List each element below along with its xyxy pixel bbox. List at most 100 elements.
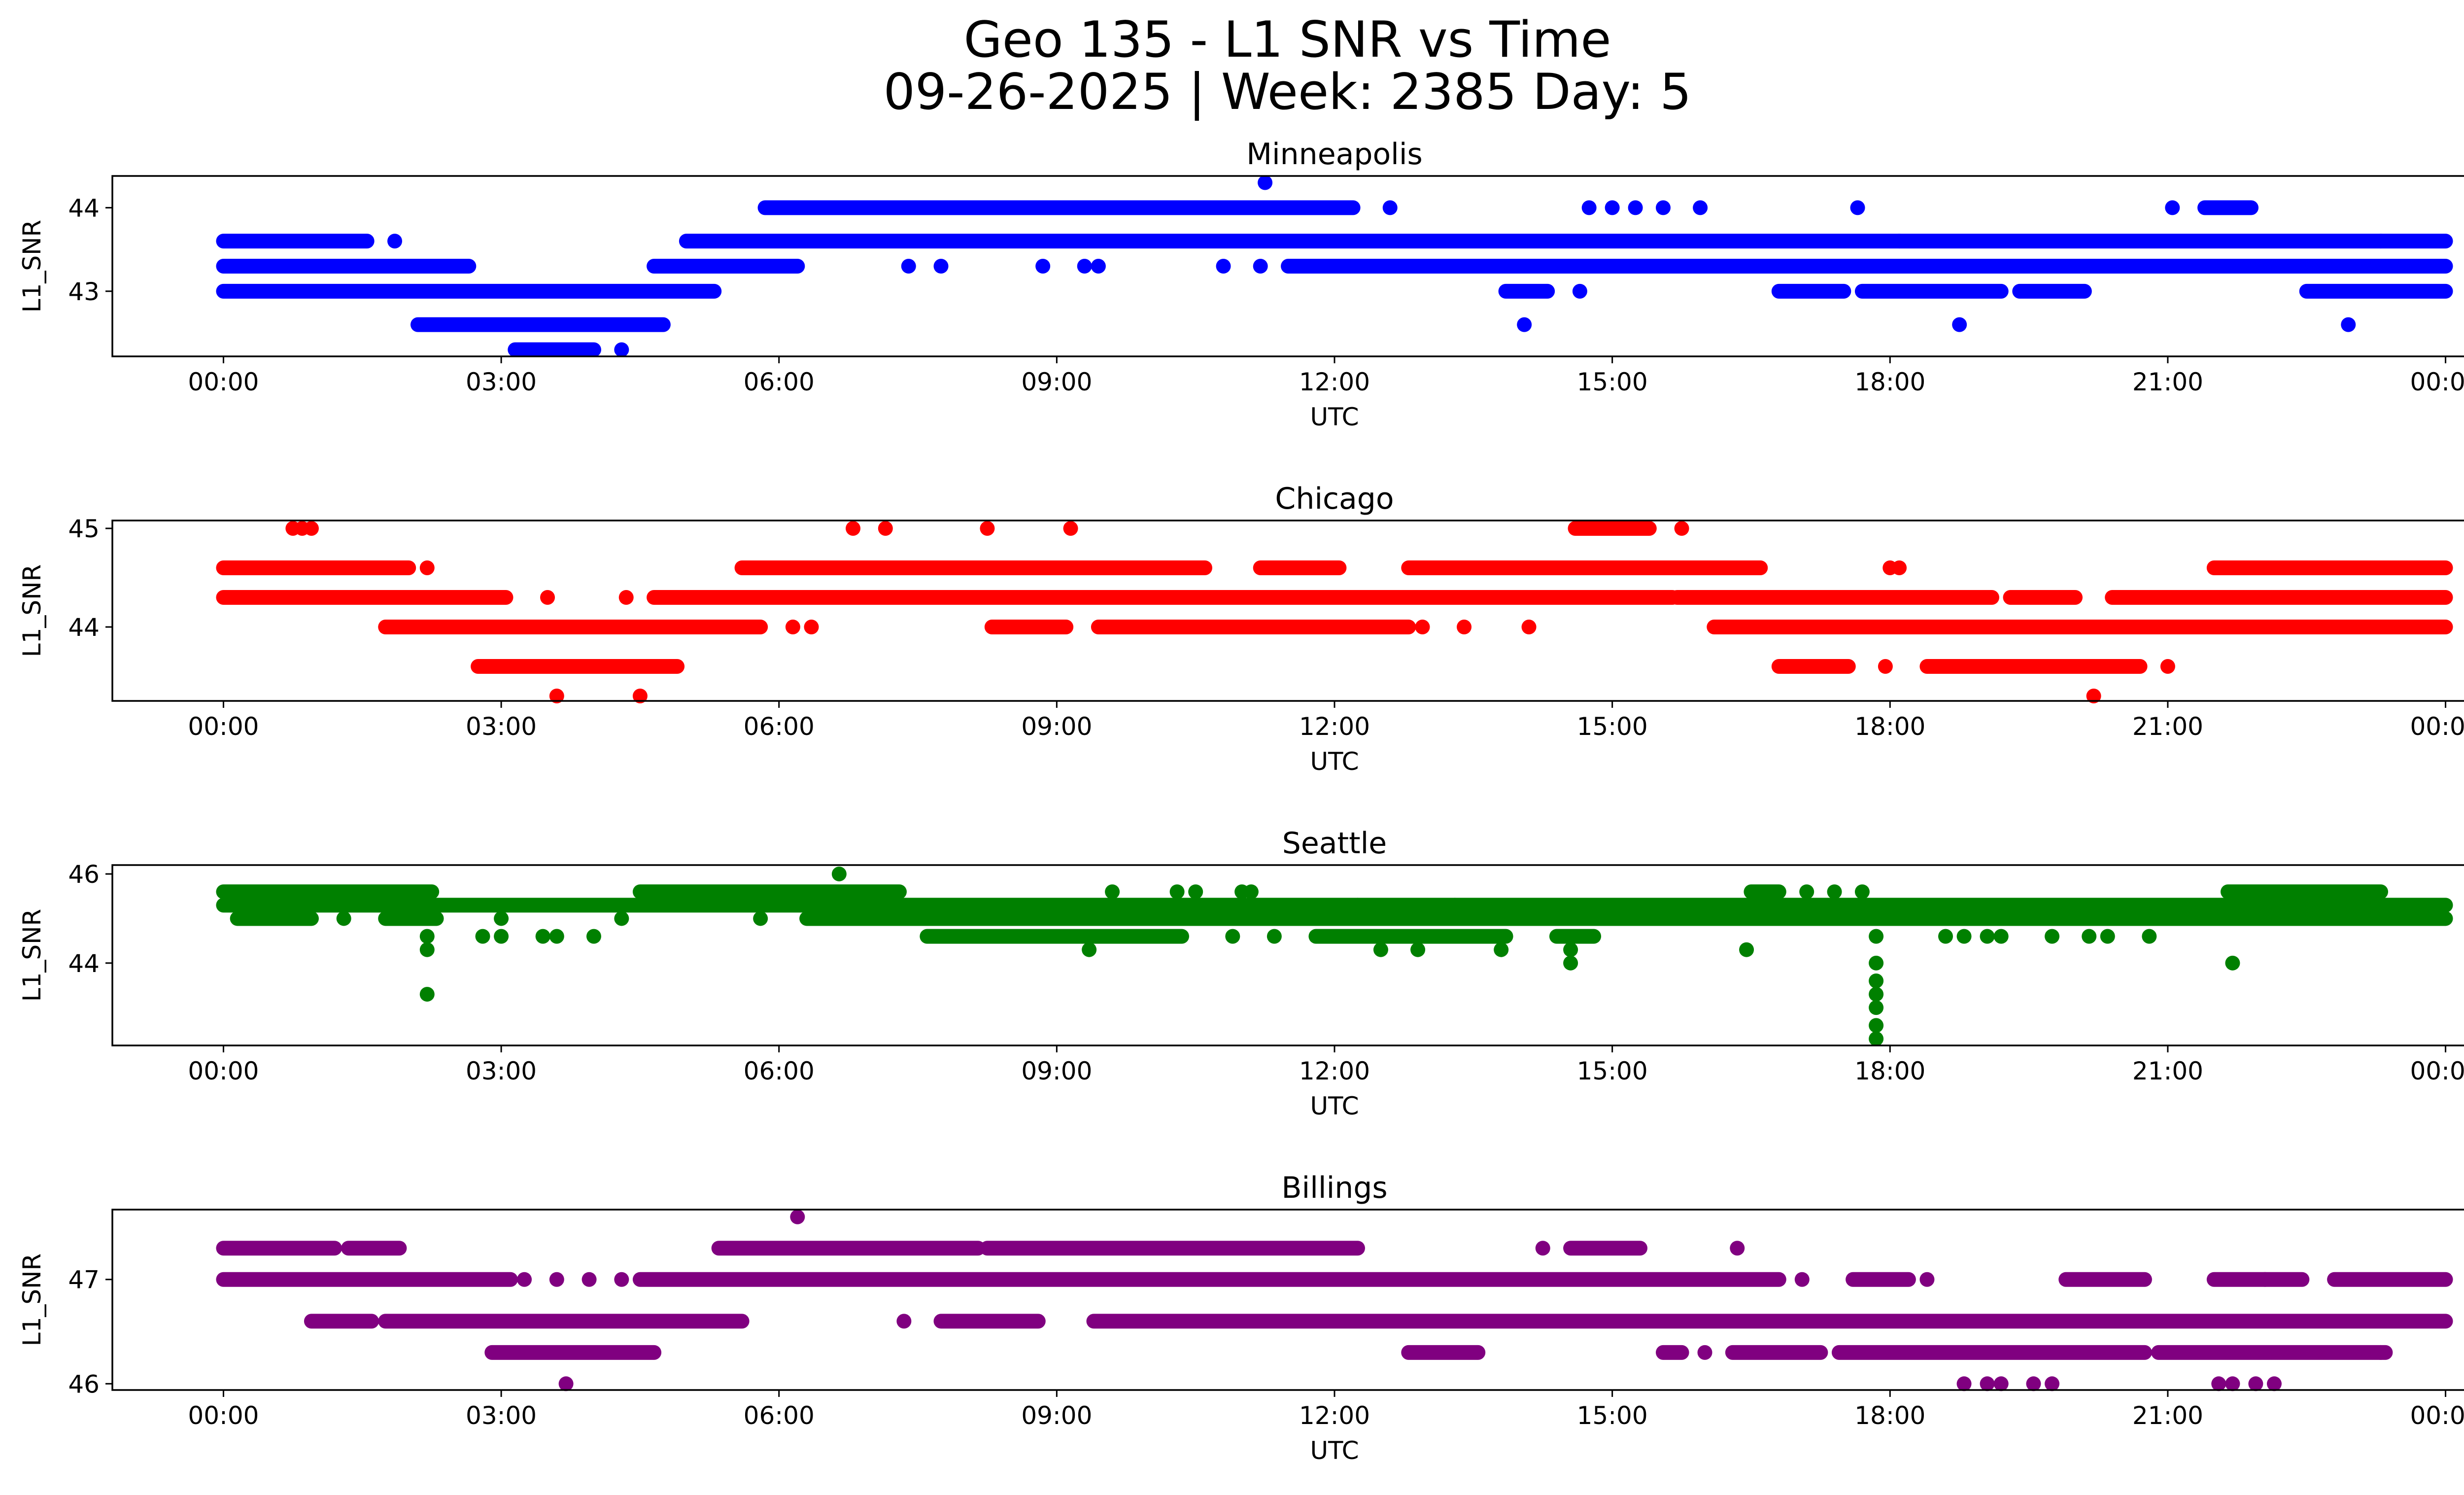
data-points-chicago: [216, 521, 2453, 703]
data-point-seattle: [1447, 898, 1463, 913]
chart-chicago: Chicago 00:00 03:00 06:00 09:00 12:00 15:00 18:…: [18, 482, 2464, 776]
data-point-billings: [2266, 1376, 2282, 1391]
x-tick-label-seattle: 06:00: [744, 1057, 815, 1085]
y-tick-label-seattle: 46: [68, 860, 100, 889]
x-tick-label-chicago: 15:00: [1577, 712, 1648, 741]
data-point-billings: [517, 1272, 532, 1287]
data-point-billings: [582, 1272, 597, 1287]
data-point-seattle: [1563, 942, 1578, 957]
x-tick-label-chicago: 12:00: [1299, 712, 1370, 741]
data-point-minneapolis: [1382, 200, 1398, 215]
data-point-chicago: [980, 521, 995, 536]
data-point-chicago: [1063, 521, 1078, 536]
x-tick-label-seattle: 12:00: [1299, 1057, 1370, 1085]
plot-frame-seattle: [111, 864, 2464, 1046]
data-point-seattle: [419, 987, 435, 1002]
y-tick-label-billings: 46: [68, 1370, 100, 1398]
data-point-minneapolis: [1517, 317, 1532, 332]
data-point-billings: [1919, 1272, 1935, 1287]
data-point-chicago: [1457, 620, 1472, 634]
data-point-minneapolis: [1077, 259, 1092, 274]
chart-title-seattle: Seattle: [1282, 826, 1387, 861]
data-point-minneapolis: [901, 259, 916, 274]
data-point-seattle: [1869, 973, 1884, 988]
data-point-billings: [1730, 1241, 1745, 1256]
y-tick-label-chicago: 45: [68, 515, 100, 543]
data-point-chicago: [618, 590, 634, 605]
y-axis-label-billings: L1_SNR: [18, 1253, 46, 1347]
data-point-seattle: [1980, 929, 1995, 944]
chart-billings: Billings 00:00 03:00 06:00 09:00 12:00 15:00 18…: [18, 1171, 2464, 1465]
data-point-billings: [1697, 1345, 1712, 1360]
data-point-billings: [549, 1272, 564, 1287]
data-point-seattle: [494, 911, 509, 926]
data-point-billings: [2258, 1272, 2273, 1287]
y-axis-label-chicago: L1_SNR: [18, 564, 46, 658]
data-point-minneapolis: [1253, 259, 1268, 274]
data-point-seattle: [2082, 929, 2097, 944]
data-point-chicago: [632, 689, 648, 703]
data-point-chicago: [1943, 590, 1958, 605]
chart-title-minneapolis: Minneapolis: [1246, 137, 1423, 172]
data-point-seattle: [753, 911, 768, 926]
x-tick-label-minneapolis: 00:00: [188, 368, 259, 396]
data-point-seattle: [2142, 929, 2157, 944]
data-point-seattle: [1938, 929, 1953, 944]
plot-frame-chicago: [111, 520, 2464, 702]
data-point-chicago: [419, 560, 435, 575]
x-tick-label-billings: 00:00: [188, 1401, 259, 1430]
x-tick-label-minneapolis: 15:00: [1577, 368, 1648, 396]
x-tick-label-billings: 15:00: [1577, 1401, 1648, 1430]
data-point-billings: [1794, 1272, 1810, 1287]
x-tick-label-chicago: 06:00: [744, 712, 815, 741]
data-point-seattle: [1869, 1000, 1884, 1015]
data-point-seattle: [1410, 942, 1426, 957]
data-points-minneapolis: [216, 175, 2453, 357]
data-point-chicago: [785, 620, 800, 634]
data-point-minneapolis: [933, 259, 949, 274]
data-point-minneapolis: [1216, 259, 1231, 274]
data-point-seattle: [1243, 884, 1259, 900]
data-point-seattle: [1105, 884, 1120, 900]
data-point-seattle: [2225, 955, 2240, 971]
x-tick-label-minneapolis: 09:00: [1021, 368, 1092, 396]
data-point-billings: [614, 1272, 629, 1287]
data-point-seattle: [1854, 884, 1870, 900]
data-point-seattle: [475, 929, 490, 944]
x-tick-label-billings: 09:00: [1021, 1401, 1092, 1430]
x-axis-label-seattle: UTC: [1310, 1092, 1359, 1120]
x-tick-label-billings: 18:00: [1854, 1401, 1925, 1430]
data-point-billings: [1956, 1376, 1972, 1391]
data-point-seattle: [549, 929, 564, 944]
figure-title-line1: Geo 135 - L1 SNR vs Time: [963, 10, 1611, 69]
x-tick-label-seattle: 03:00: [466, 1057, 537, 1085]
x-axis-label-minneapolis: UTC: [1310, 403, 1359, 431]
data-point-chicago: [540, 590, 555, 605]
data-point-chicago: [804, 620, 819, 634]
data-point-billings: [2373, 1345, 2389, 1360]
data-point-minneapolis: [2373, 234, 2389, 249]
x-tick-label-minneapolis: 03:00: [466, 368, 537, 396]
y-tick-label-billings: 47: [68, 1266, 100, 1294]
data-point-minneapolis: [1952, 317, 1967, 332]
x-tick-label-seattle: 21:00: [2132, 1057, 2203, 1085]
y-tick-label-minneapolis: 43: [68, 278, 100, 306]
data-point-seattle: [1869, 955, 1884, 971]
data-point-seattle: [336, 911, 351, 926]
data-point-minneapolis: [2165, 200, 2180, 215]
data-point-seattle: [1993, 929, 2009, 944]
data-point-seattle: [2100, 929, 2115, 944]
data-point-seattle: [535, 929, 550, 944]
x-tick-label-seattle: 18:00: [1854, 1057, 1925, 1085]
data-point-seattle: [1739, 942, 1754, 957]
data-point-seattle: [1266, 929, 1282, 944]
data-point-billings: [1535, 1241, 1550, 1256]
x-tick-label-chicago: 00:00: [2410, 712, 2464, 741]
data-point-chicago: [2086, 689, 2101, 703]
data-point-seattle: [614, 911, 629, 926]
data-point-billings: [2026, 1376, 2041, 1391]
data-point-seattle: [1827, 884, 1842, 900]
x-tick-label-seattle: 00:00: [188, 1057, 259, 1085]
data-point-chicago: [2160, 659, 2175, 674]
